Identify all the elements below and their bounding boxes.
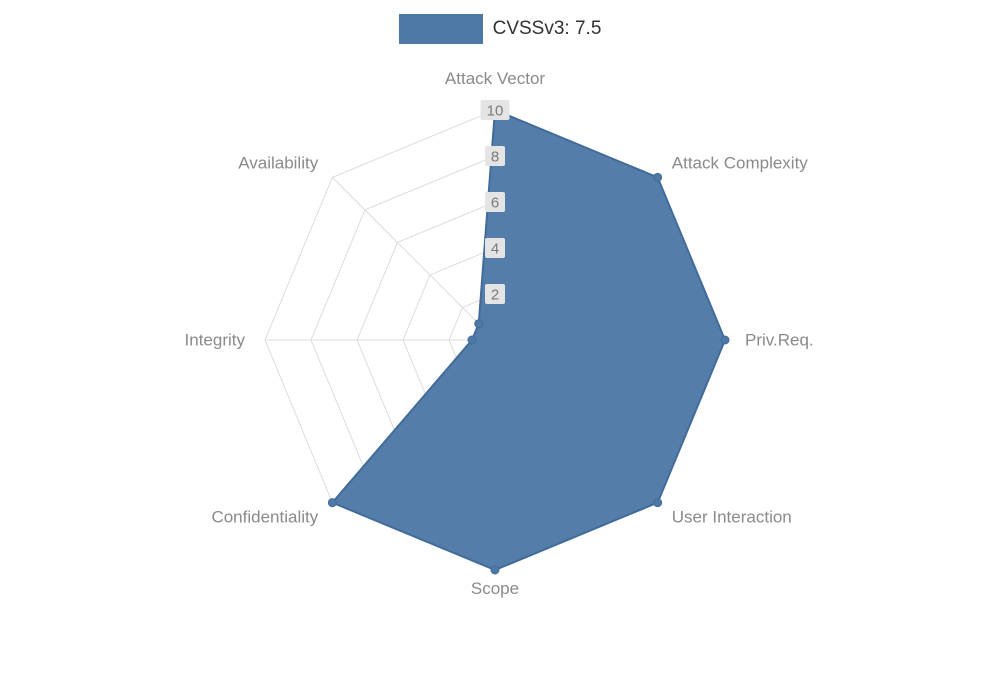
tick-label-4: 4 — [491, 241, 499, 258]
axis-label-priv-req: Priv.Req. — [745, 331, 814, 350]
legend-item-cvssv3[interactable]: CVSSv3: 7.5 — [398, 14, 602, 44]
legend-label: CVSSv3: 7.5 — [492, 18, 602, 39]
axis-label-attack-vector: Attack Vector — [445, 69, 545, 88]
legend: CVSSv3: 7.5 — [0, 14, 1000, 44]
radar-vertex-attack-complexity — [653, 172, 663, 182]
axis-label-confidentiality: Confidentiality — [211, 507, 318, 526]
tick-label-2: 2 — [491, 287, 499, 304]
axis-label-integrity: Integrity — [185, 331, 246, 350]
grid-spoke — [332, 177, 496, 341]
tick-label-bg-2 — [485, 284, 505, 304]
radar-vertex-priv-req — [720, 335, 730, 345]
legend-swatch — [398, 14, 483, 44]
radar-vertex-user-interaction — [653, 498, 663, 508]
radar-vertex-availability — [474, 319, 484, 329]
tick-label-6: 6 — [491, 195, 499, 212]
tick-label-10: 10 — [487, 103, 504, 120]
axis-label-attack-complexity: Attack Complexity — [672, 154, 809, 173]
tick-label-8: 8 — [491, 149, 499, 166]
radar-vertex-integrity — [467, 335, 477, 345]
tick-label-bg-10 — [480, 100, 510, 120]
axis-label-scope: Scope — [471, 579, 519, 598]
tick-label-bg-4 — [485, 238, 505, 258]
radar-vertex-confidentiality — [327, 498, 337, 508]
radar-vertex-scope — [490, 565, 500, 575]
tick-label-bg-6 — [485, 192, 505, 212]
axis-label-availability: Availability — [238, 154, 319, 173]
axis-label-user-interaction: User Interaction — [672, 507, 792, 526]
tick-label-bg-8 — [485, 146, 505, 166]
